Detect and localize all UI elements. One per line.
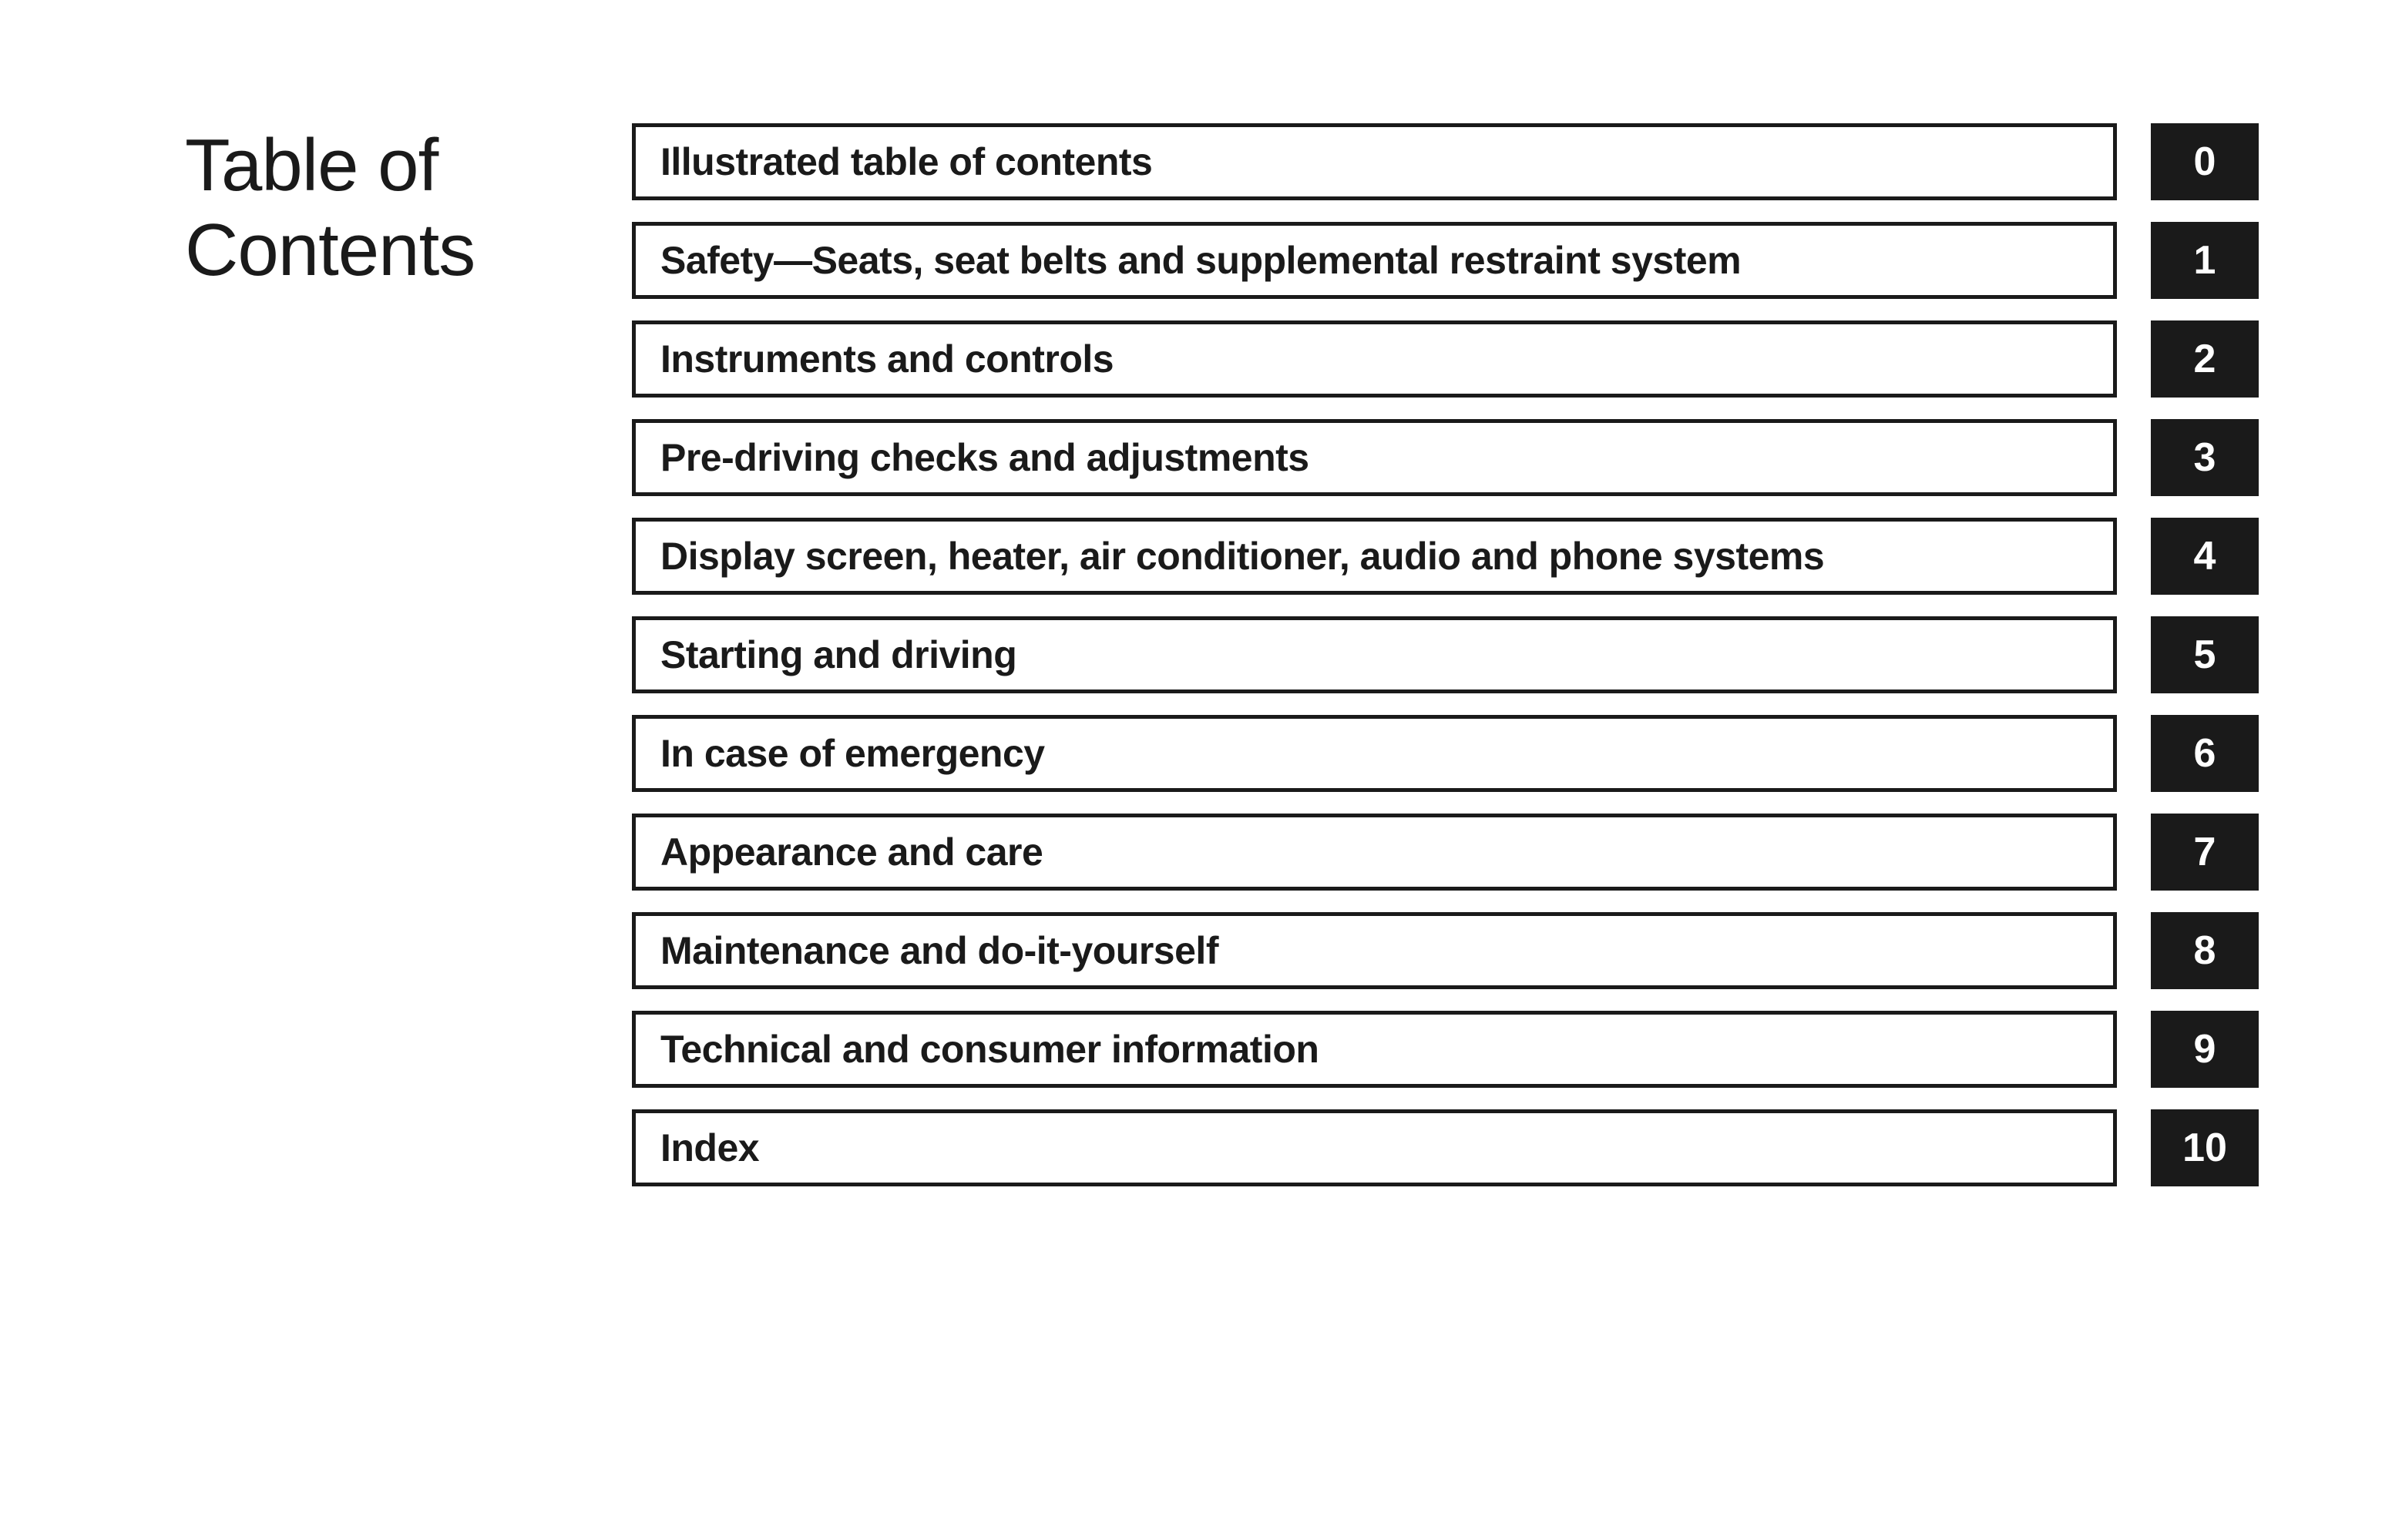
title-line-2: Contents: [185, 209, 475, 291]
toc-label: Maintenance and do-it-yourself: [660, 928, 1218, 973]
toc-label-box: Maintenance and do-it-yourself: [632, 912, 2117, 989]
toc-number-box: 4: [2151, 518, 2259, 595]
title-column: Table of Contents: [185, 123, 586, 1186]
toc-label-box: Instruments and controls: [632, 320, 2117, 398]
toc-label: Index: [660, 1126, 759, 1170]
toc-label: Display screen, heater, air conditioner,…: [660, 534, 1824, 579]
toc-number: 1: [2194, 237, 2216, 284]
toc-label-box: Display screen, heater, air conditioner,…: [632, 518, 2117, 595]
toc-entries: Illustrated table of contents 0 Safety—S…: [632, 123, 2259, 1186]
toc-number: 0: [2194, 139, 2216, 185]
toc-number: 7: [2194, 829, 2216, 875]
toc-label: Instruments and controls: [660, 337, 1114, 381]
toc-label-box: Starting and driving: [632, 616, 2117, 693]
toc-label: Appearance and care: [660, 830, 1043, 874]
toc-row: Appearance and care 7: [632, 814, 2259, 891]
toc-row: In case of emergency 6: [632, 715, 2259, 792]
toc-row: Maintenance and do-it-yourself 8: [632, 912, 2259, 989]
toc-label: In case of emergency: [660, 731, 1045, 776]
toc-label: Technical and consumer information: [660, 1027, 1319, 1072]
toc-number-box: 8: [2151, 912, 2259, 989]
toc-label-box: Appearance and care: [632, 814, 2117, 891]
page-title: Table of Contents: [185, 123, 586, 294]
toc-label-box: Index: [632, 1109, 2117, 1186]
toc-number: 9: [2194, 1026, 2216, 1072]
toc-row: Display screen, heater, air conditioner,…: [632, 518, 2259, 595]
toc-page: Table of Contents Illustrated table of c…: [185, 123, 2259, 1186]
toc-row: Pre-driving checks and adjustments 3: [632, 419, 2259, 496]
toc-row: Illustrated table of contents 0: [632, 123, 2259, 200]
toc-label: Safety—Seats, seat belts and supplementa…: [660, 238, 1741, 283]
toc-number-box: 1: [2151, 222, 2259, 299]
title-line-1: Table of: [185, 124, 438, 206]
toc-number: 8: [2194, 928, 2216, 974]
toc-label-box: In case of emergency: [632, 715, 2117, 792]
toc-number-box: 0: [2151, 123, 2259, 200]
toc-number-box: 9: [2151, 1011, 2259, 1088]
toc-label-box: Safety—Seats, seat belts and supplementa…: [632, 222, 2117, 299]
toc-label-box: Illustrated table of contents: [632, 123, 2117, 200]
toc-label: Pre-driving checks and adjustments: [660, 435, 1309, 480]
toc-number: 2: [2194, 336, 2216, 382]
toc-number-box: 6: [2151, 715, 2259, 792]
toc-number-box: 3: [2151, 419, 2259, 496]
toc-row: Index 10: [632, 1109, 2259, 1186]
toc-number-box: 10: [2151, 1109, 2259, 1186]
toc-number: 6: [2194, 730, 2216, 777]
toc-number: 3: [2194, 434, 2216, 481]
toc-number-box: 2: [2151, 320, 2259, 398]
toc-row: Technical and consumer information 9: [632, 1011, 2259, 1088]
toc-row: Safety—Seats, seat belts and supplementa…: [632, 222, 2259, 299]
toc-number: 4: [2194, 533, 2216, 579]
toc-number-box: 5: [2151, 616, 2259, 693]
toc-number: 5: [2194, 632, 2216, 678]
toc-row: Starting and driving 5: [632, 616, 2259, 693]
toc-label-box: Technical and consumer information: [632, 1011, 2117, 1088]
toc-number: 10: [2182, 1125, 2227, 1171]
toc-row: Instruments and controls 2: [632, 320, 2259, 398]
toc-label: Illustrated table of contents: [660, 139, 1152, 184]
toc-label: Starting and driving: [660, 632, 1016, 677]
toc-label-box: Pre-driving checks and adjustments: [632, 419, 2117, 496]
toc-number-box: 7: [2151, 814, 2259, 891]
